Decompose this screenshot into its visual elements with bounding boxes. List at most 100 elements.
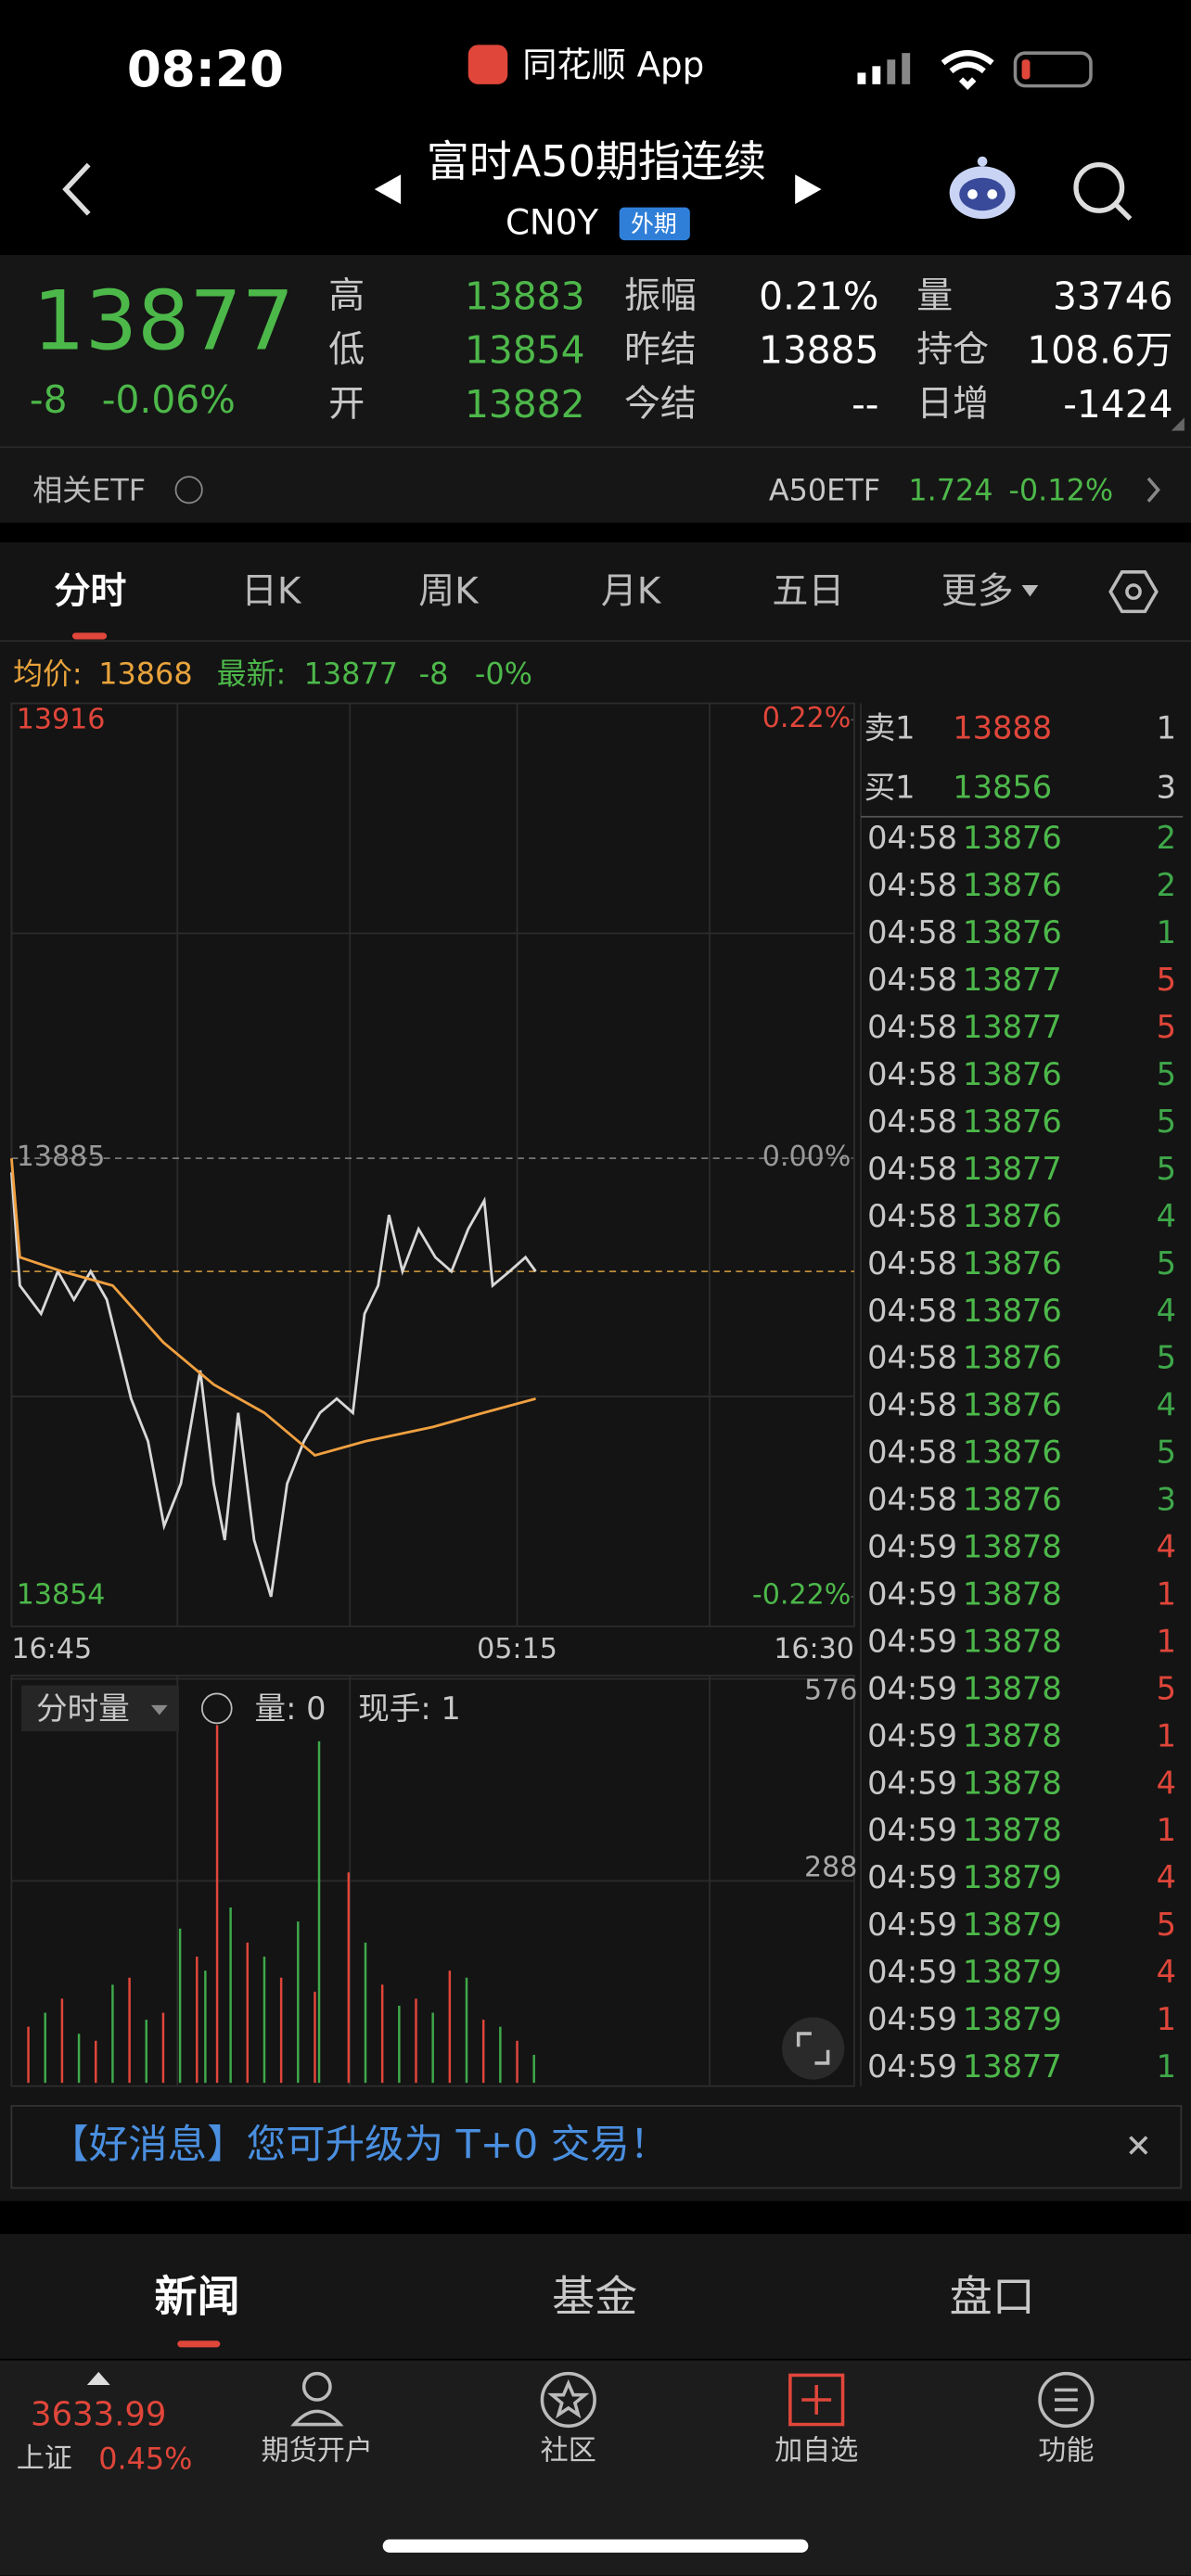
trade-price: 13878 [963, 1529, 1062, 1565]
trade-price: 13879 [963, 2001, 1062, 2037]
trade-time: 04:59 [867, 1575, 957, 1612]
etf-chevron[interactable] [1146, 477, 1160, 503]
volume-bar [448, 1970, 452, 2084]
trade-time: 04:59 [867, 1906, 957, 1943]
trade-price: 13876 [963, 914, 1062, 950]
x-tick-label: 16:45 [11, 1633, 92, 1665]
stat-value: -1424 [1063, 382, 1172, 427]
volume-select[interactable] [21, 1685, 180, 1732]
trade-qty: 4 [1157, 1859, 1176, 1895]
trade-qty: 4 [1157, 1529, 1176, 1565]
index-value[interactable]: 3633.99 [31, 2395, 166, 2433]
banner-box[interactable] [10, 2105, 1183, 2189]
trade-price: 13876 [963, 867, 1062, 903]
x-tick-label: 16:30 [774, 1633, 854, 1665]
volume-bar [499, 2026, 502, 2084]
settings-icon[interactable] [1108, 570, 1159, 614]
help-icon[interactable] [174, 476, 203, 504]
volume-bar [431, 2012, 434, 2084]
assistant-icon[interactable] [949, 156, 1016, 220]
trade-time: 04:59 [867, 1859, 957, 1895]
fullscreen-icon [796, 2032, 830, 2065]
trade-qty: 1 [1157, 1575, 1176, 1612]
stat-value: 13883 [465, 274, 585, 318]
trade-time: 04:58 [867, 1151, 957, 1187]
volume-bar [215, 1725, 219, 2084]
trade-time: 04:58 [867, 1482, 957, 1518]
trade-price: 13878 [963, 1623, 1062, 1659]
tab[interactable]: 五日 [772, 571, 844, 613]
etf-pct: -0.12% [1008, 472, 1113, 507]
volume-bar [465, 1977, 468, 2084]
tab[interactable]: 月K [601, 571, 662, 613]
nav-item[interactable]: 社区 [541, 2434, 596, 2467]
stat-label: 量 [916, 275, 953, 317]
app-name: 同花顺 App [522, 45, 704, 85]
tab[interactable]: 更多 [941, 571, 1014, 613]
trade-price: 13876 [963, 1245, 1062, 1282]
nav-item[interactable]: 功能 [1038, 2434, 1094, 2467]
stat-label: 振幅 [624, 275, 697, 317]
volume-bar [77, 2034, 81, 2084]
trade-time: 04:58 [867, 1435, 957, 1471]
volume-bar [196, 1957, 198, 2084]
tab[interactable]: 分时 [54, 571, 126, 613]
volume-title[interactable]: 分时量 [36, 1690, 130, 1727]
book-qty: 1 [1157, 710, 1176, 746]
volume-help[interactable] [200, 1692, 233, 1725]
trade-time: 04:59 [867, 1670, 957, 1706]
price: 13877 [32, 273, 294, 368]
avg-label: 均价: [13, 657, 82, 692]
bottom-tab[interactable]: 新闻 [154, 2271, 239, 2321]
tab[interactable]: 日K [241, 571, 302, 613]
trade-time: 04:59 [867, 1529, 957, 1565]
stat-label: 昨结 [624, 329, 697, 371]
volume-bar [297, 1921, 300, 2084]
y-tick-label: 288 [804, 1852, 857, 1884]
trade-price: 13876 [963, 1198, 1062, 1234]
stat-value: 0.21% [759, 274, 878, 318]
tab[interactable]: 周K [418, 571, 480, 613]
trade-price: 13876 [963, 1056, 1062, 1092]
banner-text[interactable]: 【好消息】您可升级为 T+0 交易！ [49, 2123, 669, 2168]
bottom-tab[interactable]: 基金 [552, 2271, 637, 2321]
y-tick-label: 576 [804, 1674, 857, 1706]
trade-qty: 4 [1157, 1387, 1176, 1423]
index-name: 上证 [17, 2442, 72, 2475]
bottom-tabs-bar [0, 2234, 1191, 2359]
nav-item[interactable]: 期货开户 [262, 2434, 373, 2467]
close-banner[interactable] [1129, 2136, 1148, 2155]
trade-qty: 1 [1157, 1623, 1176, 1659]
trade-price: 13878 [963, 1575, 1062, 1612]
expand-corner[interactable] [1171, 417, 1185, 431]
prev-button[interactable] [374, 174, 402, 205]
search-icon[interactable] [1073, 161, 1133, 221]
trade-qty: 5 [1157, 1435, 1176, 1471]
volume-bar [380, 1984, 384, 2084]
volume-bar [27, 2026, 30, 2084]
fullscreen-button[interactable] [782, 2017, 845, 2080]
stat-label: 低 [328, 329, 365, 371]
nav-item[interactable]: 加自选 [775, 2434, 858, 2467]
trade-time: 04:58 [867, 1056, 957, 1092]
bottom-tab[interactable]: 盘口 [950, 2271, 1035, 2321]
change: -8 [30, 377, 68, 422]
stat-value: 13854 [465, 328, 585, 373]
volume-bar [128, 1977, 131, 2084]
app-icon [467, 45, 508, 84]
battery-level [1021, 59, 1031, 80]
trade-time: 04:58 [867, 820, 957, 856]
back-button[interactable] [62, 162, 91, 216]
stat-value: 108.6万 [1027, 328, 1172, 373]
trade-time: 04:59 [867, 1812, 957, 1848]
trade-qty: 5 [1157, 1670, 1176, 1706]
y2-tick-label: 0.00% [762, 1141, 852, 1173]
trade-qty: 2 [1157, 867, 1176, 903]
next-button[interactable] [795, 174, 822, 205]
book-qty: 3 [1157, 769, 1176, 805]
trade-qty: 4 [1157, 1954, 1176, 1990]
trade-price: 13876 [963, 1103, 1062, 1140]
hand-label: 现手: 1 [358, 1690, 461, 1727]
trade-qty: 4 [1157, 1765, 1176, 1801]
